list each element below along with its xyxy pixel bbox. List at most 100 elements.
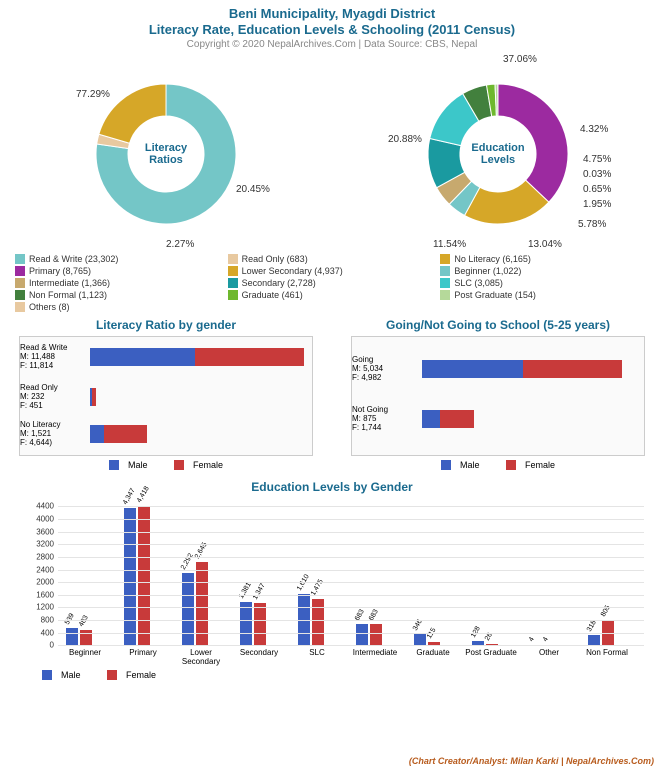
y-tick: 800 bbox=[41, 615, 54, 624]
legend-text: Intermediate (1,366) bbox=[29, 278, 110, 288]
bar-value: 318 bbox=[586, 620, 598, 634]
mid-row: Literacy Ratio by gender Read & Write M:… bbox=[0, 318, 664, 472]
pct-label: 13.04% bbox=[528, 239, 562, 250]
literacy-donut-block: Literacy Ratios 77.29%2.27%20.45% bbox=[16, 54, 316, 254]
y-tick: 2000 bbox=[36, 578, 54, 587]
literacy-gender-chart: Read & Write M: 11,488 F: 11,814Read Onl… bbox=[19, 336, 313, 456]
gridline bbox=[58, 645, 644, 646]
pct-label: 5.78% bbox=[578, 219, 606, 230]
y-tick: 4000 bbox=[36, 515, 54, 524]
credit: (Chart Creator/Analyst: Milan Karki | Ne… bbox=[409, 756, 654, 766]
gridline bbox=[58, 557, 644, 558]
edu-donut: Education Levels 37.06%4.32%4.75%0.03%0.… bbox=[398, 54, 598, 254]
legend-swatch bbox=[440, 266, 450, 276]
hbar-label: Read & Write M: 11,488 F: 11,814 bbox=[20, 344, 88, 370]
pct-label: 37.06% bbox=[503, 54, 537, 65]
pct-label: 4.75% bbox=[583, 154, 611, 165]
legend-item: SLC (3,085) bbox=[440, 278, 649, 288]
legend-text: Others (8) bbox=[29, 302, 70, 312]
male-label: Male bbox=[128, 460, 148, 470]
legend-item: Others (8) bbox=[15, 302, 224, 312]
pct-label: 2.27% bbox=[166, 239, 194, 250]
main-title: Beni Municipality, Myagdi District Liter… bbox=[0, 0, 664, 37]
male-bar bbox=[422, 410, 440, 428]
female-bar bbox=[254, 603, 266, 645]
legend-text: Beginner (1,022) bbox=[454, 266, 521, 276]
legend-swatch bbox=[440, 278, 450, 288]
bar-value: 483 bbox=[78, 614, 90, 628]
literacy-center-label: Literacy Ratios bbox=[145, 142, 187, 166]
edu-gender-title: Education Levels by Gender bbox=[0, 480, 664, 494]
legend-swatch bbox=[15, 290, 25, 300]
pct-label: 11.54% bbox=[433, 239, 466, 250]
literacy-gender-title: Literacy Ratio by gender bbox=[11, 318, 321, 332]
gridline bbox=[58, 607, 644, 608]
x-category: Lower Secondary bbox=[174, 648, 228, 666]
female-bar bbox=[195, 348, 303, 366]
hbar-label: Not Going M: 875 F: 1,744 bbox=[352, 406, 420, 432]
gridline bbox=[58, 519, 644, 520]
copyright: Copyright © 2020 NepalArchives.Com | Dat… bbox=[0, 39, 664, 50]
female-label: Female bbox=[193, 460, 223, 470]
hbar-row: Read Only M: 232 F: 451 bbox=[90, 385, 96, 409]
male-bar bbox=[356, 624, 368, 646]
male-label: Male bbox=[460, 460, 480, 470]
hbar-label: Going M: 5,034 F: 4,982 bbox=[352, 356, 420, 382]
gender-legend-1: Male Female bbox=[11, 460, 321, 472]
legend-swatch bbox=[228, 278, 238, 288]
x-category: Beginner bbox=[58, 648, 112, 657]
gridline bbox=[58, 595, 644, 596]
legend-text: Post Graduate (154) bbox=[454, 290, 536, 300]
title-line2: Literacy Rate, Education Levels & School… bbox=[0, 22, 664, 38]
bar-value: 26 bbox=[484, 632, 494, 642]
female-bar bbox=[92, 388, 96, 406]
y-tick: 0 bbox=[50, 641, 54, 650]
female-label: Female bbox=[126, 670, 156, 680]
gridline bbox=[58, 544, 644, 545]
bar-value: 2,292 bbox=[180, 552, 195, 571]
legend-swatch bbox=[15, 266, 25, 276]
male-bar bbox=[90, 348, 195, 366]
title-line1: Beni Municipality, Myagdi District bbox=[0, 6, 664, 22]
male-bar bbox=[414, 634, 426, 645]
legend-swatch bbox=[15, 278, 25, 288]
schooling-block: Going/Not Going to School (5-25 years) G… bbox=[343, 318, 653, 472]
legend-item: Primary (8,765) bbox=[15, 266, 224, 276]
donut-row: Literacy Ratios 77.29%2.27%20.45% Educat… bbox=[0, 54, 664, 254]
male-bar bbox=[90, 425, 104, 443]
x-category: Other bbox=[522, 648, 576, 657]
x-category: SLC bbox=[290, 648, 344, 657]
y-tick: 3200 bbox=[36, 540, 54, 549]
edu-gender-chart: 0400800120016002000240028003200360040004… bbox=[30, 500, 644, 670]
hbar-row: No Literacy M: 1,521 F: 4,644) bbox=[90, 422, 147, 446]
x-category: Graduate bbox=[406, 648, 460, 657]
x-category: Post Graduate bbox=[464, 648, 518, 657]
legend-swatch bbox=[440, 290, 450, 300]
schooling-title: Going/Not Going to School (5-25 years) bbox=[343, 318, 653, 332]
legend-item: Post Graduate (154) bbox=[440, 290, 649, 300]
male-bar bbox=[182, 573, 194, 645]
bar-value: 4 bbox=[542, 636, 550, 643]
bar-value: 1,381 bbox=[238, 581, 253, 600]
legend-item: Intermediate (1,366) bbox=[15, 278, 224, 288]
pct-label: 0.03% bbox=[583, 169, 611, 180]
bar-value: 805 bbox=[600, 604, 612, 618]
male-label: Male bbox=[61, 670, 81, 680]
bar-value: 4 bbox=[528, 636, 536, 643]
y-tick: 2400 bbox=[36, 565, 54, 574]
legend-item: Graduate (461) bbox=[228, 290, 437, 300]
gender-legend-3: Male Female bbox=[30, 670, 664, 682]
hbar-row: Read & Write M: 11,488 F: 11,814 bbox=[90, 345, 304, 369]
legend-swatch bbox=[15, 302, 25, 312]
y-tick: 4400 bbox=[36, 502, 54, 511]
legend-text: Non Formal (1,123) bbox=[29, 290, 107, 300]
x-category: Secondary bbox=[232, 648, 286, 657]
dashboard: Beni Municipality, Myagdi District Liter… bbox=[0, 0, 664, 768]
y-tick: 400 bbox=[41, 628, 54, 637]
female-bar bbox=[523, 360, 623, 378]
gridline bbox=[58, 570, 644, 571]
gridline bbox=[58, 532, 644, 533]
gridline bbox=[58, 620, 644, 621]
edu-center-label: Education Levels bbox=[471, 142, 524, 166]
hbar-label: Read Only M: 232 F: 451 bbox=[20, 384, 88, 410]
